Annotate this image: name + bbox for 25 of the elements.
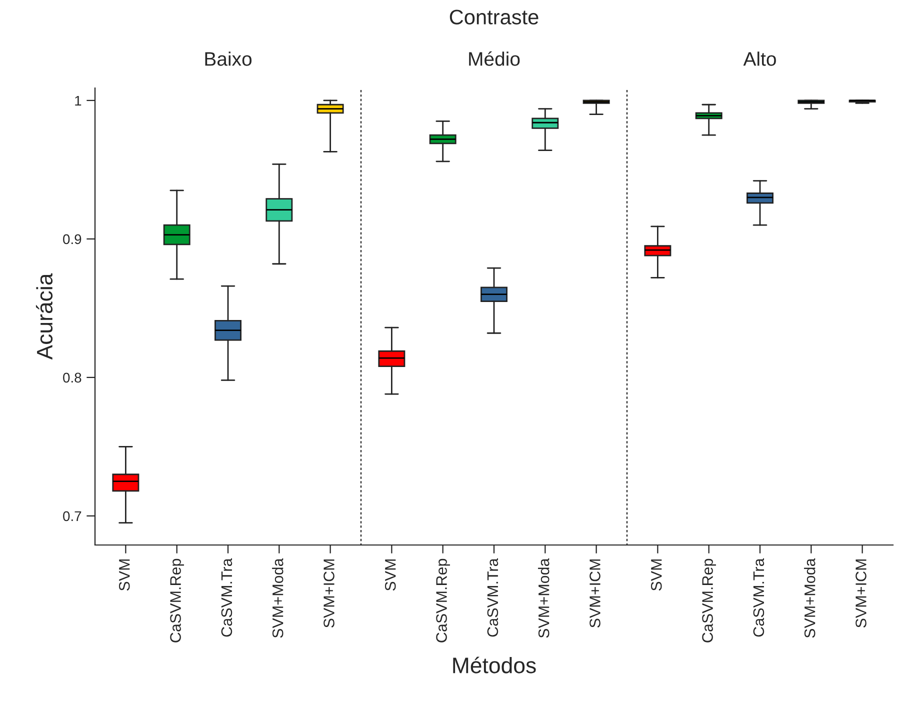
y-tick-label: 0.7 — [63, 511, 82, 522]
chart-subtitle: Médio — [469, 51, 520, 66]
y-tick-label: 1 — [75, 96, 82, 106]
chart-subtitle: Baixo — [205, 52, 252, 66]
x-tick-label: SVM — [384, 559, 396, 591]
x-tick-label: CaSVM.Rep — [170, 558, 184, 642]
y-tick-label: 0.9 — [63, 234, 82, 244]
x-tick-label: CaSVM.Tra — [221, 558, 232, 637]
x-tick-label: CaSVM.Tra — [753, 558, 764, 637]
chart-subtitle: Alto — [743, 52, 776, 66]
x-tick-label: SVM+Moda — [538, 558, 550, 638]
x-tick-label: SVM+Moda — [272, 558, 284, 638]
x-tick-label: SVM+ICM — [856, 559, 866, 628]
x-tick-label: CaSVM.Tra — [487, 558, 498, 637]
x-tick-label: SVM+ICM — [590, 559, 600, 628]
y-tick-label: 0.8 — [63, 372, 82, 383]
x-tick-label: SVM — [118, 559, 130, 591]
x-tick-label: CaSVM.Rep — [436, 558, 450, 642]
x-tick-label: SVM+Moda — [804, 558, 816, 638]
chart-title: Contraste — [450, 10, 538, 24]
x-tick-label: SVM — [650, 559, 662, 591]
x-axis-title: Métodos — [453, 656, 536, 674]
x-tick-label: SVM+ICM — [324, 559, 334, 628]
y-axis-title: Acurácia — [36, 273, 53, 360]
x-tick-label: CaSVM.Rep — [702, 558, 716, 642]
